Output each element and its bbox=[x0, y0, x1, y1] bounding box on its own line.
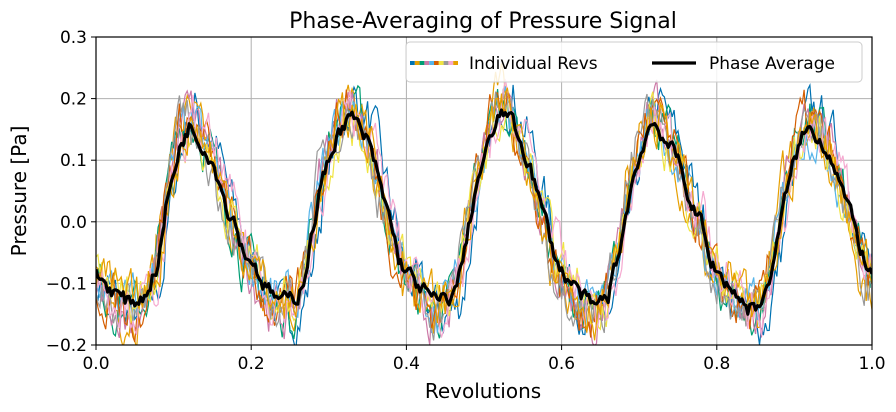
x-tick-label: 0.2 bbox=[238, 354, 265, 374]
x-tick-label: 0.0 bbox=[82, 354, 109, 374]
legend: Individual Revs Phase Average bbox=[405, 41, 863, 83]
x-tick-label: 0.6 bbox=[548, 354, 575, 374]
individual-rev-line bbox=[96, 91, 872, 331]
plot-frame bbox=[95, 36, 873, 346]
y-tick-label: 0.3 bbox=[60, 28, 87, 48]
phase-average-line bbox=[96, 108, 872, 316]
y-axis-label: Pressure [Pa] bbox=[7, 126, 31, 257]
y-tick-label: −0.2 bbox=[46, 336, 87, 356]
y-tick-label: 0.0 bbox=[60, 213, 87, 233]
y-tick-label: 0.1 bbox=[60, 151, 87, 171]
chart-title: Phase-Averaging of Pressure Signal bbox=[289, 9, 677, 34]
x-tick-label: 0.8 bbox=[703, 354, 730, 374]
legend-average-label: Phase Average bbox=[709, 54, 835, 74]
legend-box bbox=[405, 41, 863, 83]
legend-individual-label: Individual Revs bbox=[469, 54, 598, 74]
x-axis-label: Revolutions bbox=[425, 379, 541, 403]
y-tick-label: −0.1 bbox=[46, 274, 87, 294]
axis-ticks: 0.0 0.2 0.4 0.6 0.8 1.0 −0.2 −0.1 0.0 0.1 0.2 0.3 bbox=[46, 28, 886, 374]
phase-average-series bbox=[96, 108, 872, 316]
y-tick-label: 0.2 bbox=[60, 90, 87, 110]
x-tick-label: 0.4 bbox=[393, 354, 420, 374]
x-tick-label: 1.0 bbox=[858, 354, 885, 374]
